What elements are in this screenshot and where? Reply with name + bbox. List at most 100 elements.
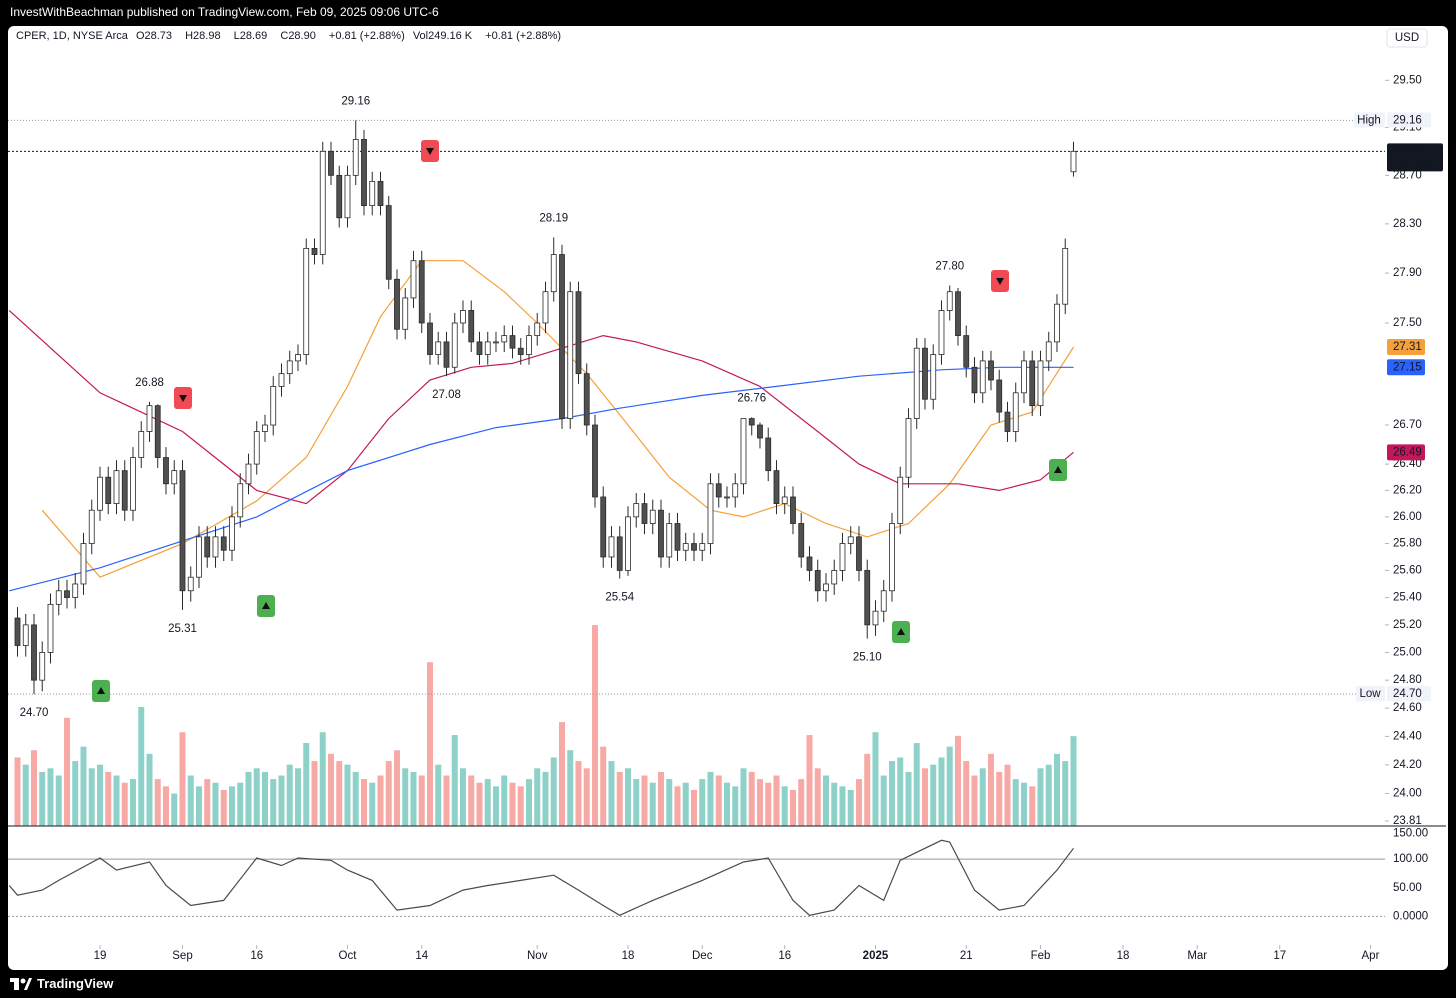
osc-tick-label: 100.00 — [1393, 853, 1428, 865]
last-price-box — [1387, 143, 1443, 172]
candle-body — [146, 405, 153, 432]
candle-body — [1054, 303, 1060, 343]
candle-body — [262, 424, 268, 432]
candle-body — [922, 347, 928, 400]
volume-bar — [146, 753, 153, 826]
volume-bar — [261, 771, 268, 826]
candle-body — [823, 583, 829, 592]
candle-body — [707, 483, 714, 544]
volume-bar — [806, 735, 813, 826]
volume-bar — [204, 779, 211, 826]
volume-bar — [468, 775, 475, 826]
x-tick-label: 18 — [622, 950, 635, 962]
volume-bar — [624, 768, 631, 826]
candle-body — [88, 509, 95, 544]
candle-body — [567, 291, 574, 419]
volume-bar — [171, 793, 178, 826]
volume-bar — [930, 764, 937, 826]
volume-bar — [303, 743, 310, 826]
candle-body — [278, 373, 285, 387]
volume-bar — [476, 782, 483, 826]
extreme-label: 25.54 — [605, 592, 634, 604]
candle-body — [443, 341, 450, 368]
volume-bar — [839, 786, 846, 826]
candle-body — [592, 424, 598, 498]
volume: Vol249.16 K — [413, 30, 477, 42]
candle-body — [831, 570, 838, 585]
volume-bar — [501, 775, 508, 826]
volume-name: Vol — [412, 30, 429, 42]
candle-body — [946, 291, 953, 311]
candle-body — [682, 543, 689, 551]
volume-bar — [72, 761, 79, 826]
candle-body — [880, 590, 887, 612]
y-tick-label: 28.70 — [1393, 169, 1422, 181]
extreme-label: 26.76 — [737, 392, 766, 404]
candle-body — [270, 386, 277, 426]
candle-body — [55, 590, 62, 605]
candle-body — [625, 516, 631, 571]
volume-bar — [63, 717, 70, 826]
x-tick-label: 21 — [960, 950, 973, 962]
candle-body — [196, 536, 202, 578]
candle-body — [344, 174, 351, 219]
volume-bar — [789, 789, 796, 826]
y-tick-label: 26.40 — [1393, 458, 1422, 470]
candle-body — [72, 583, 79, 598]
volume-bar — [270, 779, 277, 826]
volume-bar — [96, 764, 103, 826]
volume-bar — [880, 775, 887, 826]
volume-bar — [47, 768, 54, 826]
y-tick-label: 24.80 — [1393, 674, 1422, 686]
extreme-label: 29.16 — [341, 95, 370, 107]
candle-body — [839, 543, 846, 571]
ohlc: C28.90 — [280, 30, 320, 42]
candle-body — [979, 360, 986, 394]
candle-body — [336, 174, 343, 219]
candle-body — [187, 576, 194, 592]
buy-arrow — [897, 628, 905, 635]
high-tag-label: High — [1357, 114, 1381, 126]
candle-body — [806, 556, 813, 571]
volume-bar — [39, 771, 46, 826]
y-tick-label: 25.00 — [1393, 646, 1422, 658]
x-tick-label: 14 — [415, 950, 428, 962]
candle-body — [295, 354, 301, 362]
candle-body — [394, 278, 400, 330]
volume-bar — [649, 782, 656, 826]
volume-bar — [402, 768, 409, 826]
candle-body — [583, 373, 590, 426]
candle-body — [245, 463, 252, 485]
y-tick-label: 26.20 — [1393, 484, 1422, 496]
ma-tag-box — [1387, 444, 1425, 461]
candle-body — [14, 617, 21, 646]
candle-body — [237, 483, 244, 518]
high-tag-value: 29.16 — [1393, 114, 1422, 126]
volume-bar — [385, 761, 392, 826]
volume-bar — [855, 779, 862, 826]
volume-bar — [633, 779, 640, 826]
sell-arrow — [179, 395, 187, 402]
candle-body — [253, 431, 260, 465]
volume-bar — [484, 779, 491, 826]
ohlc: L28.69 — [234, 30, 273, 42]
y-tick-label: 24.40 — [1393, 730, 1422, 742]
volume-bar — [509, 782, 516, 826]
candle-body — [39, 652, 46, 681]
buy-arrow — [97, 687, 105, 694]
volume-bar — [426, 662, 433, 826]
candle-body — [666, 523, 673, 558]
candle-body — [31, 624, 37, 681]
volume-bar — [600, 746, 607, 826]
ohlc: O28.73 — [136, 30, 177, 42]
volume-bar — [451, 735, 458, 826]
field-name: H — [185, 30, 194, 42]
candle-body — [369, 180, 376, 206]
volume-bar — [1070, 736, 1077, 826]
candle-body — [1012, 392, 1019, 432]
candle-body — [171, 470, 178, 485]
volume-bar — [1053, 753, 1060, 826]
y-tick-label: 24.20 — [1393, 759, 1422, 771]
volume-bar — [212, 782, 219, 826]
candle-body — [542, 291, 549, 324]
